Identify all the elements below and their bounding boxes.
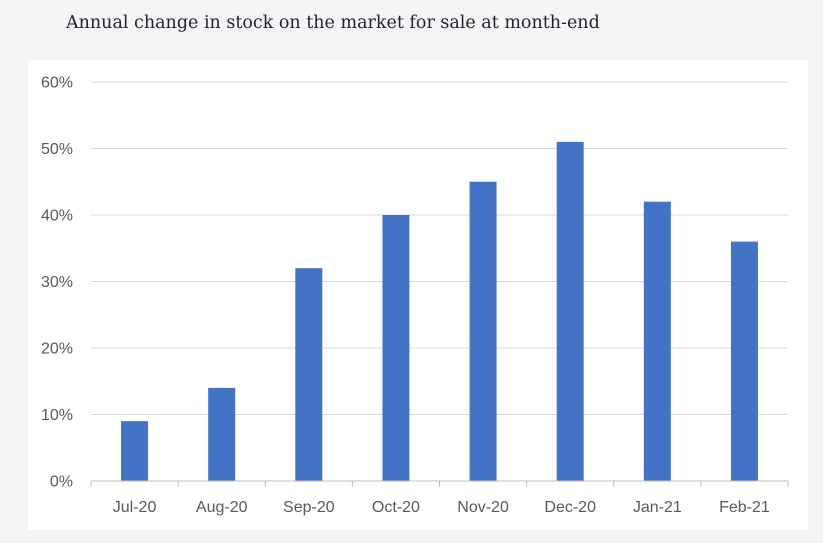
- x-tick-label: Dec-20: [544, 499, 596, 516]
- y-tick-label: 50%: [41, 141, 73, 158]
- bar-oct-20: [382, 215, 410, 481]
- x-tick-label: Sep-20: [283, 499, 335, 516]
- bar-jan-21: [643, 201, 671, 481]
- chart-area: 0% 10% 20% 30% 40% 50% 60% Jul-20 Aug-20 Sep-20 O…: [28, 60, 808, 530]
- bar-feb-21: [730, 241, 758, 481]
- x-tick-label: Nov-20: [457, 499, 509, 516]
- y-tick-label: 0%: [50, 474, 73, 491]
- bar-aug-20: [208, 387, 236, 481]
- y-tick-label: 60%: [41, 75, 73, 92]
- x-tick-label: Oct-20: [372, 499, 420, 516]
- bar-jul-20: [121, 421, 149, 481]
- bar-sep-20: [295, 268, 323, 481]
- x-tick-label: Jan-21: [633, 499, 682, 516]
- x-axis: [90, 480, 789, 487]
- y-tick-label: 10%: [41, 407, 73, 424]
- bar-dec-20: [556, 141, 584, 481]
- y-tick-label: 30%: [41, 274, 73, 291]
- y-tick-label: 40%: [41, 208, 73, 225]
- bars: [121, 141, 758, 481]
- x-axis-ticks: Jul-20 Aug-20 Sep-20 Oct-20 Nov-20 Dec-20 Jan-…: [113, 499, 770, 516]
- x-tick-label: Jul-20: [113, 499, 157, 516]
- bar-nov-20: [469, 181, 497, 481]
- bar-chart: 0% 10% 20% 30% 40% 50% 60% Jul-20 Aug-20 Sep-20 O…: [41, 75, 789, 516]
- y-axis-ticks: 0% 10% 20% 30% 40% 50% 60%: [41, 75, 73, 491]
- y-tick-label: 20%: [41, 341, 73, 358]
- gridlines: [91, 81, 788, 415]
- x-tick-label: Aug-20: [196, 499, 248, 516]
- x-tick-label: Feb-21: [719, 499, 770, 516]
- chart-title: Annual change in stock on the market for…: [66, 13, 600, 33]
